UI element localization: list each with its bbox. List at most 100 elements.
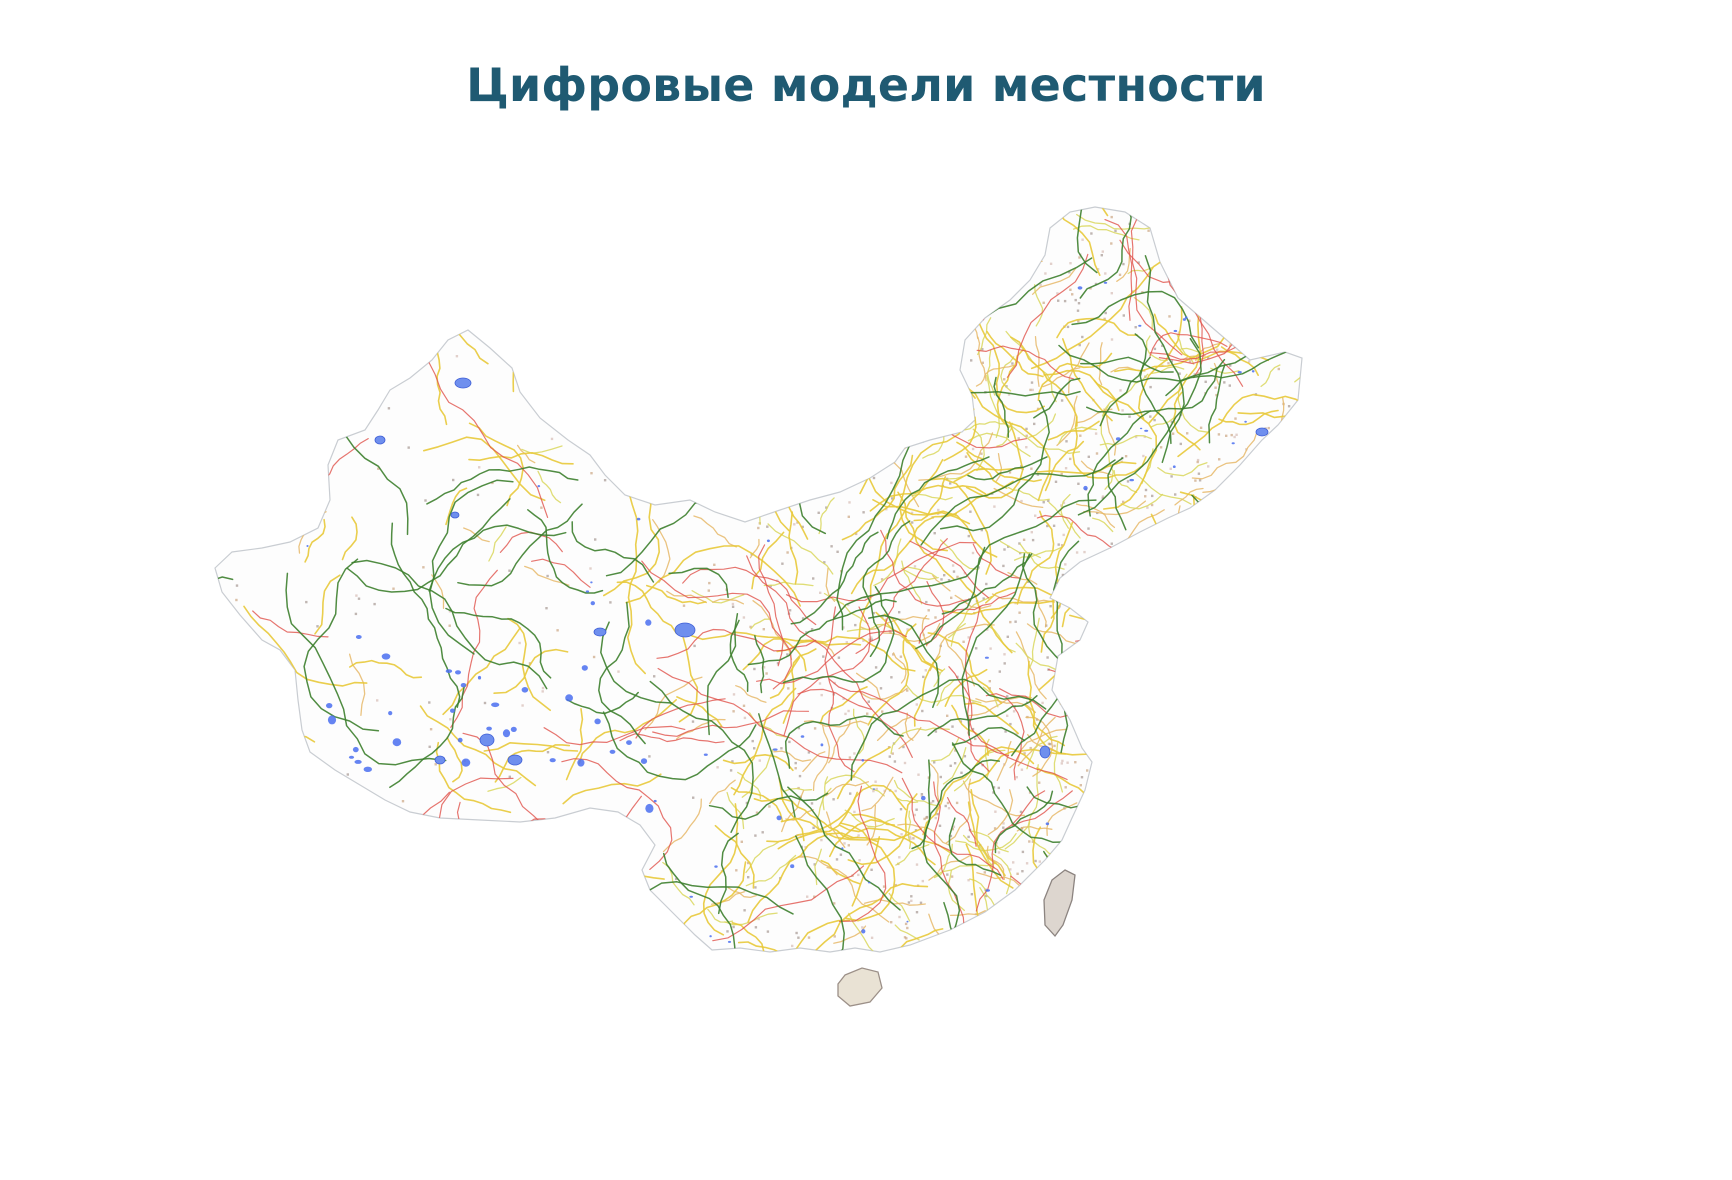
settlement-mark (805, 631, 808, 634)
settlement-mark (594, 538, 597, 541)
settlement-mark (1069, 262, 1072, 265)
settlement-mark (843, 842, 846, 845)
map-line (758, 713, 796, 818)
lake-mark (491, 702, 500, 708)
map-line (785, 541, 977, 603)
settlement-mark (1122, 314, 1125, 317)
map-line (873, 538, 902, 587)
map-line (390, 522, 461, 708)
settlement-mark (847, 515, 850, 518)
settlement-mark (1046, 524, 1049, 528)
settlement-mark (1047, 499, 1050, 502)
settlement-mark (1019, 810, 1023, 814)
settlement-mark (1110, 242, 1113, 245)
settlement-mark (762, 666, 766, 669)
settlement-mark (924, 669, 927, 672)
map-line (1134, 333, 1172, 445)
map-line (954, 594, 992, 609)
map-line (875, 611, 944, 672)
settlement-mark (1193, 373, 1196, 376)
settlement-mark (882, 885, 886, 888)
settlement-mark (937, 508, 940, 512)
settlement-mark (817, 511, 820, 514)
settlement-mark (675, 877, 678, 881)
settlement-mark (971, 551, 975, 555)
map-line (1080, 356, 1174, 373)
settlement-mark (823, 561, 826, 564)
settlement-mark (1015, 776, 1018, 779)
settlement-mark (754, 926, 758, 929)
map-line (995, 453, 1003, 482)
settlement-mark (305, 600, 308, 604)
settlement-mark (794, 761, 797, 765)
settlement-mark (951, 564, 955, 567)
map-line (1031, 267, 1077, 295)
settlement-mark (786, 551, 789, 554)
settlement-mark (508, 775, 511, 778)
settlement-mark (1049, 262, 1053, 265)
settlement-mark (1031, 388, 1034, 392)
settlement-mark (589, 567, 592, 570)
map-line (977, 336, 987, 382)
map-line (814, 848, 822, 886)
settlement-mark (731, 605, 735, 608)
map-line (428, 524, 567, 592)
map-line (419, 705, 537, 787)
settlement-mark (1080, 776, 1084, 779)
map-line (782, 585, 895, 684)
settlement-mark (898, 611, 901, 614)
settlement-mark (847, 709, 850, 713)
settlement-mark (874, 780, 877, 783)
map-line (986, 330, 1044, 378)
lake-mark (1083, 485, 1088, 491)
map-line (711, 598, 745, 605)
map-line (729, 619, 749, 692)
lake-mark (507, 754, 523, 766)
lake-mark (1045, 822, 1050, 826)
settlement-mark (844, 712, 847, 716)
lake-mark (594, 718, 601, 725)
settlement-mark (424, 499, 427, 502)
settlement-mark (1060, 399, 1064, 402)
settlement-mark (915, 911, 919, 914)
settlement-mark (1287, 405, 1291, 408)
map-line (1280, 397, 1285, 424)
settlement-mark (939, 775, 942, 779)
map-line (776, 635, 916, 672)
settlement-mark (1186, 432, 1189, 435)
settlement-mark (1018, 611, 1021, 614)
map-line (820, 859, 861, 885)
settlement-mark (1049, 605, 1052, 608)
settlement-mark (765, 672, 768, 675)
settlement-mark (1025, 434, 1028, 437)
map-line (946, 796, 977, 847)
map-line (445, 487, 468, 526)
map-line (1099, 434, 1152, 446)
settlement-mark (1204, 380, 1207, 383)
map-line (314, 574, 341, 635)
settlement-mark (825, 506, 828, 509)
settlement-mark (1020, 499, 1023, 503)
settlement-mark (1046, 656, 1049, 659)
settlement-mark (919, 901, 923, 904)
map-line (839, 822, 896, 922)
settlement-mark (452, 478, 455, 482)
settlement-mark (1110, 338, 1114, 341)
settlement-mark (546, 751, 550, 754)
map-line (795, 835, 845, 952)
lake-mark (653, 799, 657, 803)
map-line (1009, 728, 1068, 769)
map-line (463, 527, 490, 543)
map-line (1072, 225, 1140, 241)
settlement-mark (1047, 742, 1051, 746)
settlement-mark (1056, 292, 1059, 295)
settlement-mark (1167, 362, 1170, 365)
map-line (1072, 416, 1147, 479)
map-line (780, 817, 923, 842)
settlement-mark (1075, 551, 1079, 554)
settlement-mark (508, 569, 511, 572)
settlement-mark (653, 675, 656, 678)
lake-mark (645, 803, 654, 813)
settlement-mark (853, 810, 856, 814)
map-line (975, 698, 1037, 714)
